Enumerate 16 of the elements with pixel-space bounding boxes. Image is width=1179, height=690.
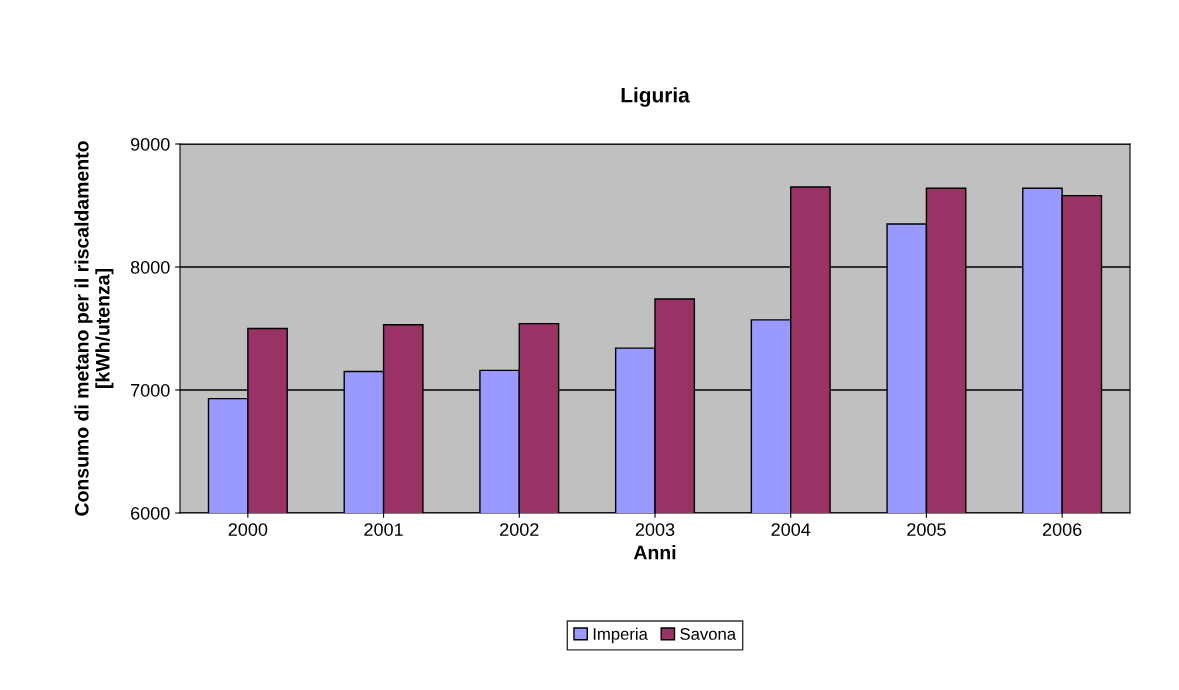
legend-label: Savona (680, 628, 737, 640)
y-axis-title: Consumo di metano per il riscaldamento [kWh/utenza] (74, 141, 114, 516)
x-axis-title: Anni (633, 545, 676, 560)
legend-label: Imperia (593, 627, 648, 644)
x-tick-label: 2002 (500, 523, 539, 536)
x-tick-label: 2006 (1042, 523, 1082, 536)
x-tick-label: 2004 (771, 523, 811, 536)
y-tick-label: 9000 (130, 137, 170, 151)
chart-title: Liguria (621, 87, 690, 107)
y-tick-label: 6000 (131, 506, 170, 520)
y-tick-label: 8000 (130, 260, 170, 274)
x-tick-label: 2000 (228, 523, 268, 536)
x-tick-label: 2003 (635, 523, 675, 536)
x-tick-label: 2001 (364, 523, 403, 536)
y-tick-label: 7000 (131, 383, 170, 397)
x-tick-label: 2005 (907, 523, 946, 536)
